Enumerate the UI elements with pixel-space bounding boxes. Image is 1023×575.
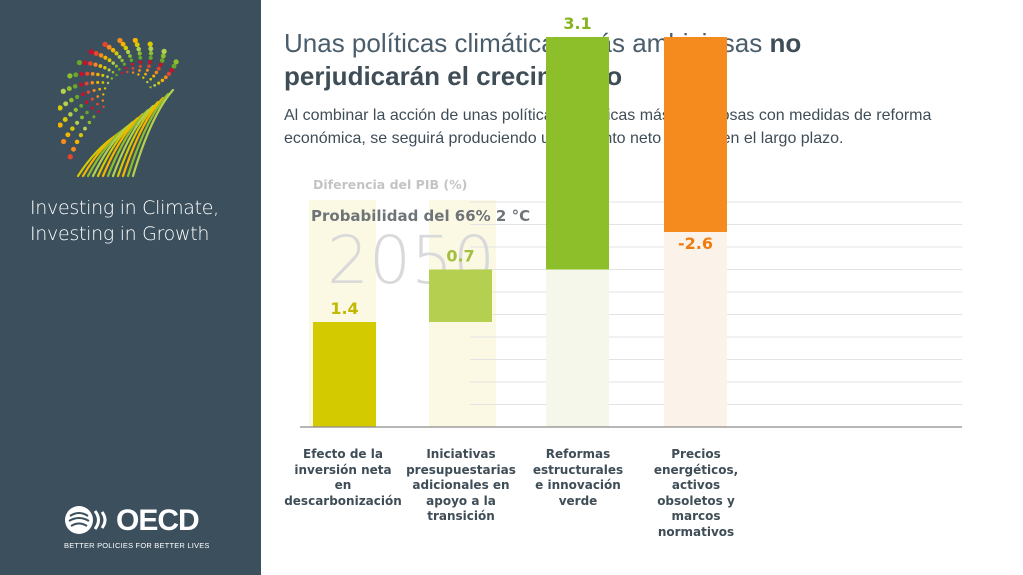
data-label: 1.4	[330, 299, 358, 318]
bar	[546, 37, 609, 270]
category-label: Precios energéticos, activos obsoletos y mar…	[653, 447, 739, 539]
tagline-line-2: Investing in Growth	[30, 223, 210, 245]
data-label: -2.6	[678, 234, 713, 253]
climate-growth-logo-icon	[58, 38, 179, 178]
oecd-wordmark: OECD	[116, 504, 200, 537]
oecd-globe-icon	[65, 506, 107, 534]
category-label: Iniciativas presupuestarias adicionales en…	[406, 447, 516, 523]
bar-shadow	[664, 232, 727, 427]
category-label: Reformas estructurales e innovación verde	[532, 447, 624, 508]
y-axis-label: Diferencia del PIB (%)	[313, 177, 467, 192]
tagline-line-1: Investing in Climate,	[30, 197, 219, 219]
bar	[664, 37, 727, 232]
bar	[313, 322, 376, 427]
bar-shadow	[546, 269, 609, 427]
category-label: Efecto de la inversión neta en descarboniza…	[284, 447, 402, 508]
oecd-slogan: BETTER POLICIES FOR BETTER LIVES	[64, 541, 210, 550]
data-label: 3.1	[563, 14, 591, 33]
title-bold-1: no	[769, 28, 802, 58]
data-label: 0.7	[446, 247, 474, 266]
sidebar: Investing in Climate, Investing in Growt…	[0, 0, 261, 575]
scenario-label: Probabilidad del 66% 2 °C	[311, 207, 530, 225]
bar	[429, 269, 492, 322]
